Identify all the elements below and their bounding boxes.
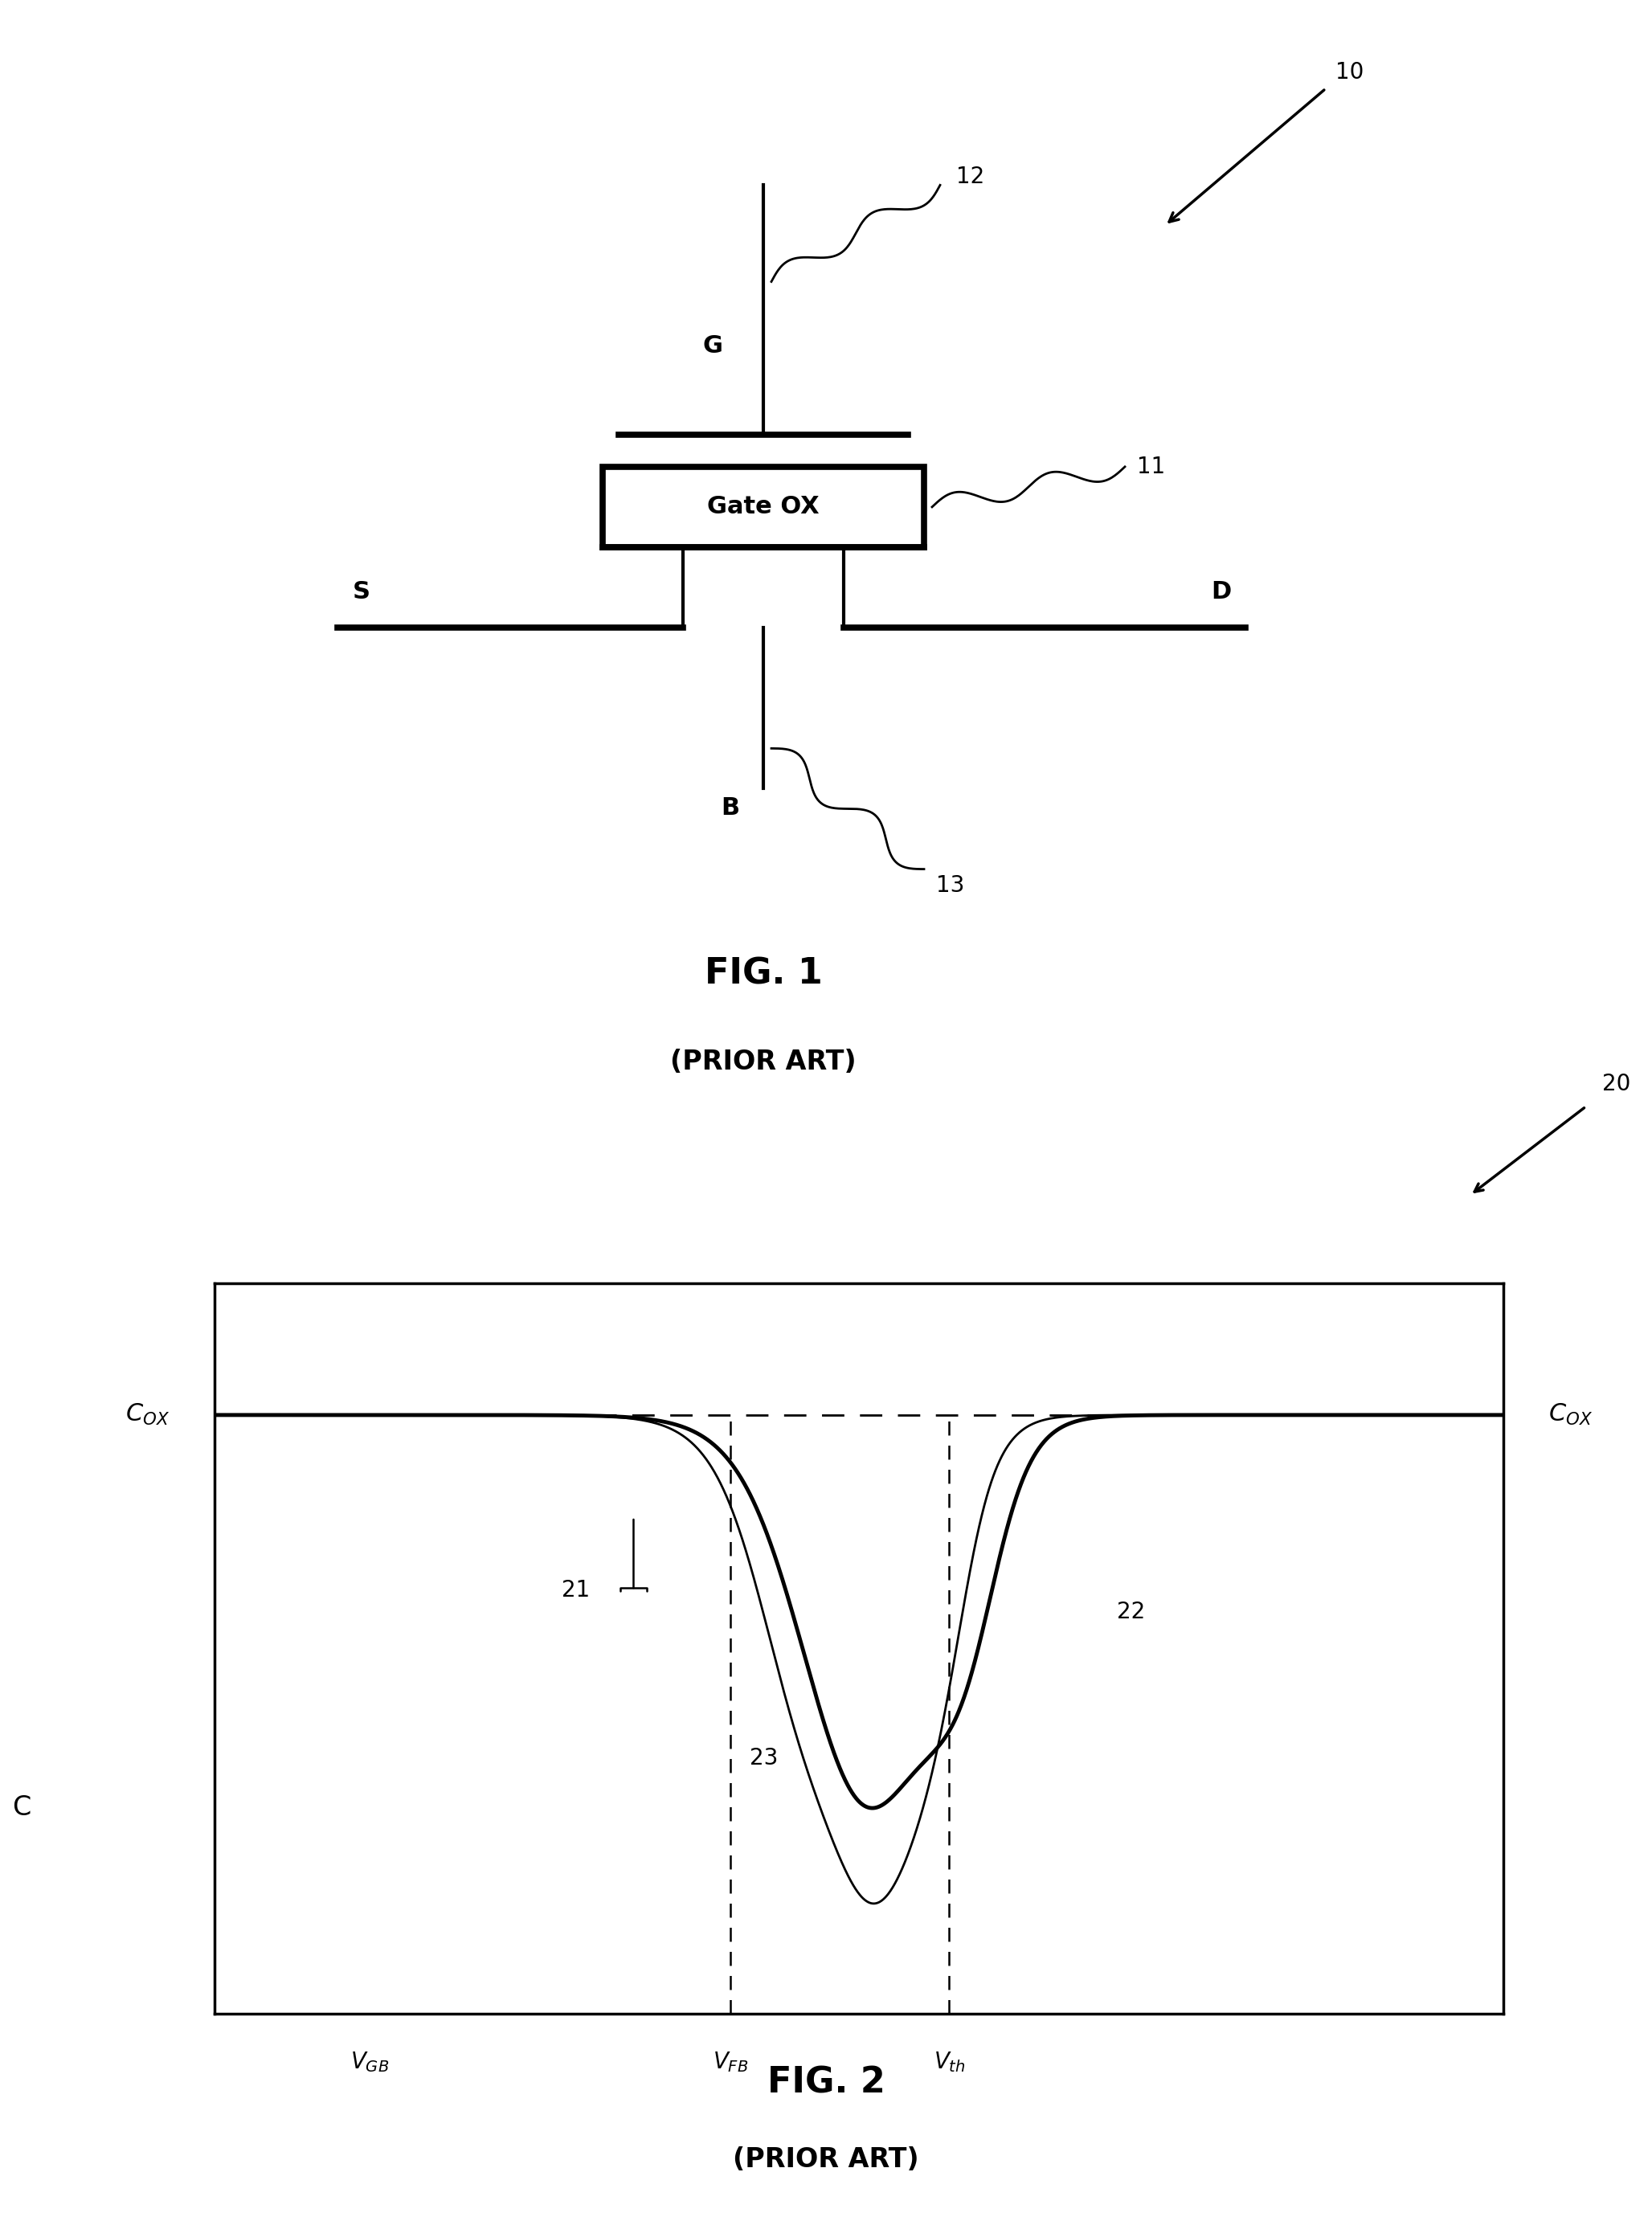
Text: 13: 13: [937, 874, 965, 896]
Text: 22: 22: [1117, 1600, 1145, 1624]
Text: $C_{OX}$: $C_{OX}$: [1548, 1403, 1593, 1427]
Text: 23: 23: [750, 1746, 778, 1770]
Text: G: G: [704, 334, 724, 359]
Text: D: D: [1211, 580, 1231, 604]
Text: 10: 10: [1336, 62, 1365, 84]
Text: (PRIOR ART): (PRIOR ART): [671, 1049, 856, 1076]
Text: $V_{th}$: $V_{th}$: [933, 2049, 965, 2074]
Text: C: C: [12, 1795, 31, 1821]
Text: 11: 11: [1137, 456, 1165, 478]
Text: $V_{FB}$: $V_{FB}$: [712, 2049, 748, 2074]
Text: 20: 20: [1602, 1073, 1631, 1095]
Text: $V_{GB}$: $V_{GB}$: [350, 2049, 388, 2074]
Text: B: B: [720, 797, 738, 821]
Text: S: S: [354, 580, 370, 604]
Text: Gate OX: Gate OX: [707, 496, 819, 518]
Text: FIG. 2: FIG. 2: [767, 2065, 885, 2100]
Text: 12: 12: [957, 166, 985, 188]
Text: $C_{OX}$: $C_{OX}$: [126, 1403, 170, 1427]
Text: (PRIOR ART): (PRIOR ART): [733, 2147, 919, 2173]
Bar: [603, 467, 923, 547]
Text: FIG. 1: FIG. 1: [704, 956, 823, 991]
Text: 21: 21: [562, 1580, 590, 1602]
